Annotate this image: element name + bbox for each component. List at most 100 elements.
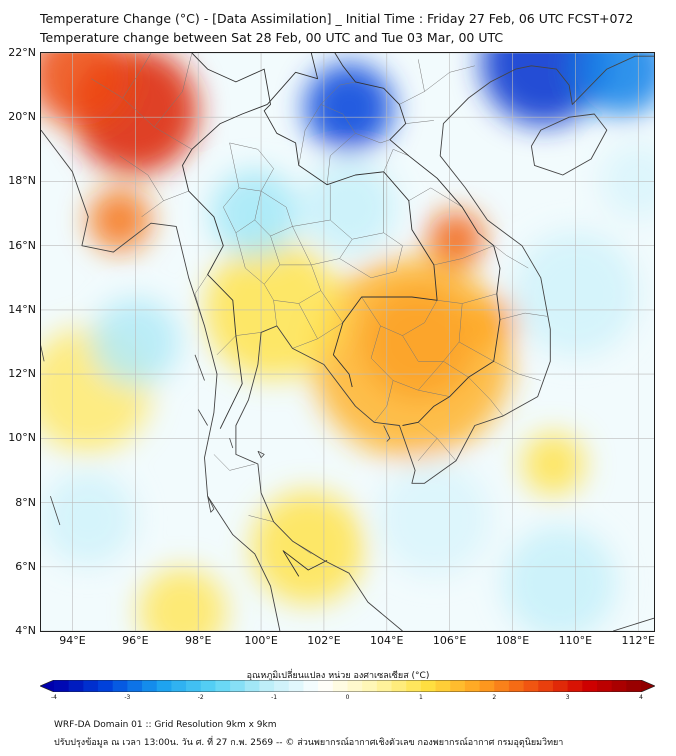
colorbar-tick-label: 1 (418, 694, 423, 701)
colorbar-cell (156, 680, 172, 692)
colorbar-cell (582, 680, 598, 692)
colorbar-cell (127, 680, 143, 692)
temperature-change-map[interactable] (41, 53, 654, 631)
province-line (229, 142, 274, 192)
colorbar-tick-label: 0 (345, 694, 350, 701)
colorbar-cell (464, 680, 481, 692)
coast-line (235, 55, 654, 631)
province-line (418, 438, 438, 461)
colorbar-cell (54, 680, 70, 692)
latitude-label: 14°N (8, 302, 36, 316)
colorbar-cell (552, 680, 569, 692)
province-line (339, 232, 403, 279)
coastlines (41, 55, 654, 631)
colorbar-cell (538, 680, 554, 692)
province-line (468, 377, 504, 417)
latitude-label: 20°N (8, 110, 36, 124)
colorbar-cell (98, 680, 114, 692)
chart-subtitle: Temperature change between Sat 28 Feb, 0… (40, 30, 504, 45)
province-line (248, 515, 274, 523)
colorbar-cell (288, 680, 305, 692)
longitude-label: 98°E (184, 634, 212, 647)
anomaly-blob (210, 169, 299, 258)
colorbar-cell (230, 680, 246, 692)
longitude-label: 102°E (307, 634, 341, 647)
longitude-label: 106°E (432, 634, 467, 647)
colorbar-cell (596, 680, 613, 692)
anomaly-blob (41, 471, 136, 566)
anomaly-blob (521, 432, 585, 496)
province-line (399, 65, 475, 105)
colorbar-tick-label: -1 (271, 694, 278, 701)
border-line (334, 53, 501, 426)
colorbar-cell (200, 680, 217, 692)
anomaly-blob (377, 462, 491, 576)
graticule (41, 53, 654, 631)
colorbar-cell (376, 680, 393, 692)
latitude-label: 6°N (15, 559, 36, 573)
province-line (223, 187, 255, 234)
longitude-label: 94°E (59, 634, 86, 647)
province-line (91, 78, 193, 150)
colorbar-tick-label: -4 (51, 694, 57, 701)
colorbar-cell (494, 680, 510, 692)
colorbar-cell (479, 680, 495, 692)
latitude-label: 22°N (8, 46, 36, 59)
province-line (235, 332, 262, 336)
colorbar-max-arrow (641, 680, 655, 692)
island-line (207, 495, 215, 513)
anomaly-blob (41, 53, 130, 126)
anomaly-blob (251, 490, 365, 605)
colorbar-cell (406, 680, 422, 692)
anomaly-blob (301, 159, 397, 255)
colorbar-tick-label: -3 (124, 694, 131, 701)
colorbar-min-arrow (40, 680, 54, 692)
border-line (191, 53, 438, 388)
latitude-label: 16°N (8, 238, 36, 252)
province-line (402, 335, 494, 362)
province-line (122, 53, 152, 99)
anomaly-blob (503, 526, 617, 631)
model-info: WRF-DA Domain 01 :: Grid Resolution 9km … (54, 720, 277, 730)
longitude-label: 96°E (122, 634, 149, 647)
island-line (194, 354, 205, 381)
colorbar-cell (318, 680, 334, 692)
latitude-label: 8°N (15, 495, 36, 509)
latitude-label: 4°N (15, 624, 36, 637)
province-line (254, 190, 293, 237)
coast-line (530, 113, 608, 176)
anomaly-blob (575, 53, 654, 117)
island-line (229, 438, 234, 449)
province-line (213, 454, 255, 471)
province-line (499, 312, 548, 320)
colorbar-cell (523, 680, 539, 692)
chart-title: Temperature Change (°C) - [Data Assimila… (40, 11, 634, 26)
colorbar-title: อุณหภูมิเปลี่ยนแปลง หน่วย องศาเซลเซียส (… (246, 671, 430, 681)
colorbar-cell (420, 680, 437, 692)
colorbar-cell (362, 680, 378, 692)
coast-line (41, 129, 281, 631)
colorbar-cell (567, 680, 583, 692)
island-line (257, 450, 265, 459)
border-line (182, 103, 268, 429)
longitude-label: 110°E (558, 634, 593, 647)
province-line (408, 187, 463, 208)
island-line (50, 495, 61, 526)
province-line (154, 53, 193, 128)
anomaly-blob (138, 567, 227, 631)
province-line (292, 219, 353, 266)
colorbar-tick-label: -2 (197, 694, 204, 701)
border-line (266, 53, 319, 105)
colorbar-cell (68, 680, 84, 692)
latitude-label: 18°N (8, 174, 36, 188)
colorbar-cell (626, 680, 642, 692)
colorbar-cell (347, 680, 363, 692)
province-line (263, 264, 322, 304)
colorbar-cell (508, 680, 525, 692)
province-line (141, 200, 164, 218)
colorbar-tick-label: 4 (639, 694, 643, 701)
map-panel[interactable] (40, 52, 655, 632)
colorbar-cell (435, 680, 451, 692)
anomaly-blob (88, 188, 152, 252)
colorbar-cell (112, 680, 128, 692)
